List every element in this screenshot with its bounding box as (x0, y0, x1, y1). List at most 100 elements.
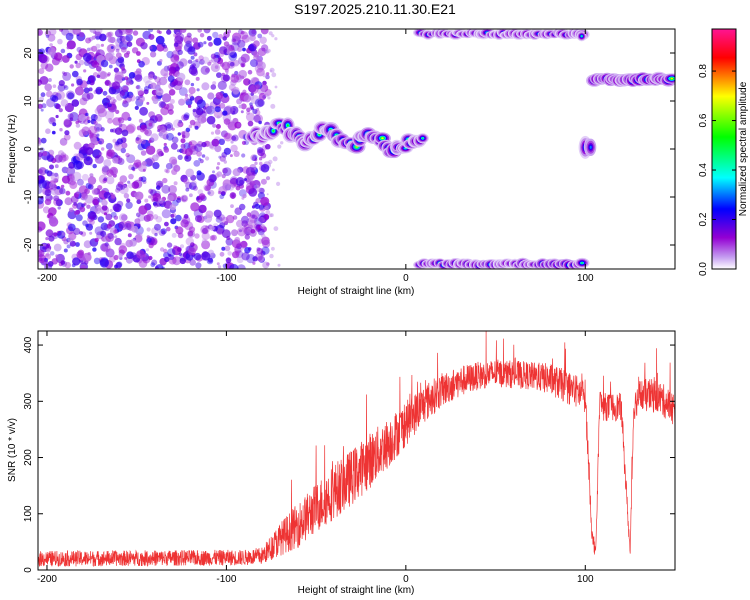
noise-dot (183, 214, 189, 219)
noise-dot (116, 261, 123, 268)
noise-dot (254, 161, 258, 165)
noise-dot (225, 238, 234, 246)
noise-dot (173, 55, 180, 61)
noise-dot (260, 224, 265, 229)
noise-dot (93, 120, 98, 126)
noise-dot (215, 92, 223, 100)
noise-dot (264, 93, 269, 98)
noise-dot (181, 216, 191, 225)
noise-dot (125, 256, 133, 264)
noise-dot (192, 108, 202, 118)
noise-dot (241, 34, 250, 43)
noise-dot (232, 251, 240, 259)
noise-dot (113, 254, 119, 261)
noise-dot (238, 69, 247, 79)
noise-dot (61, 71, 66, 75)
noise-dot (225, 257, 232, 264)
noise-dot (260, 196, 270, 206)
spectrogram-x-ticks: -200 -100 0 100 (37, 29, 594, 284)
noise-dot (89, 173, 94, 178)
noise-dot (256, 67, 265, 77)
noise-dot (75, 153, 84, 162)
noise-dot (217, 162, 221, 166)
noise-dot (192, 37, 199, 44)
noise-dot (247, 120, 254, 127)
noise-dot (116, 93, 123, 101)
noise-dot (198, 204, 207, 214)
noise-dot (244, 178, 247, 181)
noise-dot (119, 175, 128, 183)
noise-dot (229, 192, 237, 199)
noise-dot (42, 246, 46, 250)
noise-dot (44, 189, 52, 197)
noise-dot (223, 160, 227, 164)
noise-dot (205, 67, 210, 73)
noise-dot (58, 154, 67, 163)
heat-blob (670, 77, 674, 80)
noise-dot (97, 197, 104, 203)
noise-dot (197, 29, 202, 33)
colorbar-tick-label: 0.4 (698, 163, 709, 177)
colorbar-tick-label: 0.0 (698, 262, 709, 276)
noise-dot (129, 94, 136, 102)
noise-dot (145, 145, 156, 155)
noise-dot (102, 90, 108, 96)
noise-dot (240, 62, 246, 68)
noise-dot (187, 59, 193, 64)
noise-dot (84, 60, 90, 66)
noise-dot (38, 29, 43, 36)
noise-dot (122, 85, 129, 93)
noise-dot (103, 212, 108, 216)
noise-dot (138, 118, 143, 123)
noise-dot (172, 256, 182, 266)
noise-dot (190, 55, 195, 60)
noise-dot (44, 83, 52, 92)
noise-dot (40, 108, 44, 112)
noise-dot (131, 181, 140, 189)
noise-dot (138, 205, 148, 215)
noise-dot (40, 61, 49, 70)
noise-dot (94, 237, 99, 243)
noise-dot (192, 108, 197, 113)
noise-dot (154, 223, 161, 231)
snr-x-label: Height of straight line (km) (298, 585, 415, 596)
noise-dot (66, 45, 71, 50)
noise-dot (137, 95, 145, 103)
noise-dot (177, 132, 181, 136)
noise-dot (166, 132, 174, 141)
noise-dot (180, 138, 186, 144)
noise-dot (251, 205, 256, 209)
noise-dot (148, 195, 152, 199)
noise-dot (51, 95, 59, 103)
noise-dot (136, 212, 141, 218)
noise-dot (236, 122, 241, 128)
noise-dot (106, 32, 112, 38)
noise-dot (230, 140, 234, 144)
noise-dot (161, 230, 166, 235)
noise-dot (126, 41, 133, 47)
noise-dot (151, 154, 159, 162)
noise-dot (61, 232, 66, 236)
noise-dot (124, 29, 133, 36)
noise-dot (76, 190, 81, 195)
noise-dot (142, 255, 151, 264)
noise-dot (235, 177, 245, 186)
noise-dot (272, 156, 278, 162)
noise-dot (115, 183, 124, 191)
noise-dot (187, 247, 196, 256)
noise-dot (171, 127, 175, 131)
noise-dot (157, 182, 163, 188)
noise-dot (58, 108, 63, 113)
noise-dot (60, 260, 66, 265)
noise-dot (173, 181, 178, 186)
noise-dot (231, 73, 236, 78)
noise-dot (258, 204, 265, 210)
noise-dot (166, 124, 172, 129)
noise-dot (50, 172, 55, 177)
noise-dot (99, 152, 103, 156)
noise-dot (218, 155, 222, 159)
noise-dot (192, 63, 197, 67)
noise-speckle (38, 29, 284, 269)
noise-dot (71, 83, 75, 87)
noise-dot (38, 103, 43, 109)
